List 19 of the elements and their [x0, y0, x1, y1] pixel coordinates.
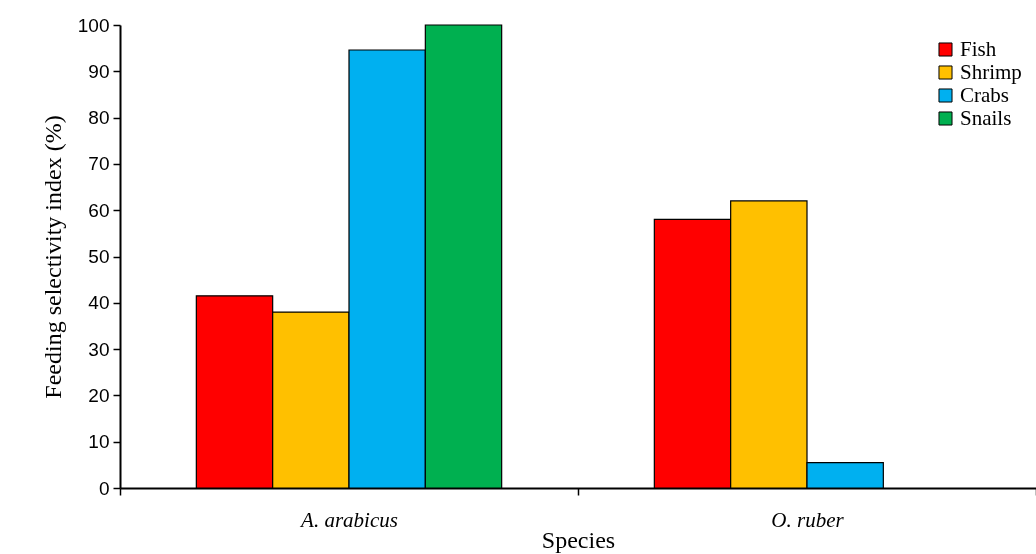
y-tick-label: 20 — [88, 384, 110, 406]
y-tick-label: 40 — [88, 292, 110, 314]
y-axis-title: Feeding selectivity index (%) — [39, 115, 66, 399]
y-tick-label: 0 — [98, 477, 110, 499]
x-tick-label: O. ruber — [771, 507, 845, 532]
x-axis-title: Species — [541, 526, 616, 553]
y-tick-label: 70 — [88, 153, 110, 175]
x-tick-label: A. arabicus — [299, 507, 398, 532]
y-tick-label: 100 — [77, 14, 110, 36]
y-tick-label: 50 — [88, 246, 110, 267]
y-tick-label: 90 — [88, 60, 110, 82]
y-tick-label: 10 — [88, 431, 110, 453]
legend-label: Snails — [960, 105, 1012, 130]
legend-label: Shrimp — [960, 59, 1022, 84]
y-tick-label: 60 — [88, 199, 110, 221]
y-tick-label: 30 — [88, 338, 110, 360]
legend-label: Fish — [960, 36, 997, 61]
legend-label: Crabs — [960, 82, 1009, 107]
y-tick-label: 80 — [88, 107, 110, 129]
